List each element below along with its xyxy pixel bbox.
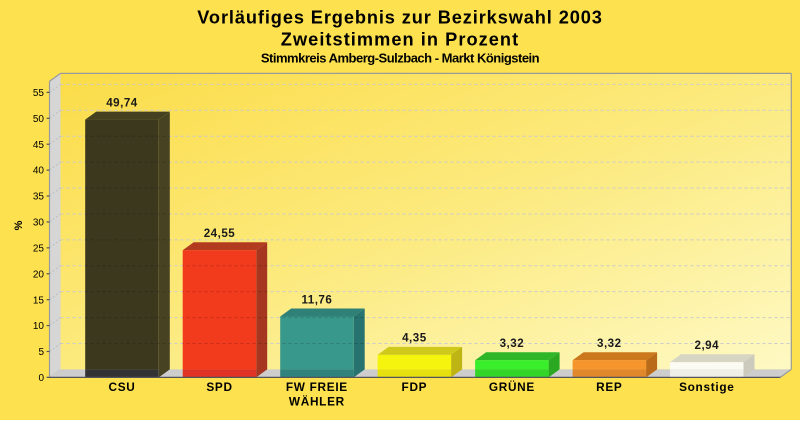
svg-text:Zweitstimmen in Prozent: Zweitstimmen in Prozent <box>281 29 519 49</box>
svg-text:45: 45 <box>33 140 45 151</box>
svg-text:GRÜNE: GRÜNE <box>489 380 535 394</box>
svg-text:24,55: 24,55 <box>204 227 236 240</box>
svg-text:15: 15 <box>33 295 45 306</box>
svg-text:SPD: SPD <box>206 380 232 394</box>
svg-text:3,32: 3,32 <box>500 337 525 350</box>
svg-text:5: 5 <box>38 347 44 358</box>
svg-text:11,76: 11,76 <box>301 293 332 306</box>
svg-text:2,94: 2,94 <box>695 339 720 352</box>
svg-text:REP: REP <box>596 380 622 394</box>
svg-text:FW FREIE: FW FREIE <box>286 380 348 394</box>
svg-text:4,35: 4,35 <box>402 332 427 345</box>
svg-text:WÄHLER: WÄHLER <box>289 395 345 409</box>
svg-text:30: 30 <box>33 218 45 229</box>
svg-text:CSU: CSU <box>108 380 135 394</box>
svg-text:55: 55 <box>33 88 45 99</box>
svg-text:25: 25 <box>33 243 45 254</box>
svg-text:49,74: 49,74 <box>106 96 138 109</box>
svg-text:Vorläufiges Ergebnis zur Bezir: Vorläufiges Ergebnis zur Bezirkswahl 200… <box>197 7 603 27</box>
svg-text:50: 50 <box>33 114 45 125</box>
svg-text:FDP: FDP <box>402 380 428 394</box>
svg-text:Sonstige: Sonstige <box>679 380 734 394</box>
svg-text:%: % <box>13 220 25 230</box>
svg-text:20: 20 <box>33 269 45 280</box>
svg-text:35: 35 <box>33 192 45 203</box>
svg-text:Stimmkreis Amberg-Sulzbach - M: Stimmkreis Amberg-Sulzbach - Markt König… <box>261 50 540 65</box>
svg-text:0: 0 <box>38 373 44 384</box>
svg-text:10: 10 <box>33 321 45 332</box>
svg-text:3,32: 3,32 <box>597 337 622 350</box>
svg-text:40: 40 <box>33 166 45 177</box>
